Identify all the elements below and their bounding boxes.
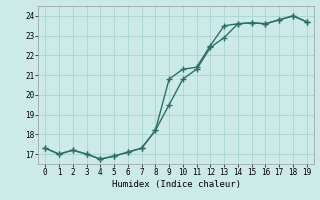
X-axis label: Humidex (Indice chaleur): Humidex (Indice chaleur) <box>111 180 241 189</box>
